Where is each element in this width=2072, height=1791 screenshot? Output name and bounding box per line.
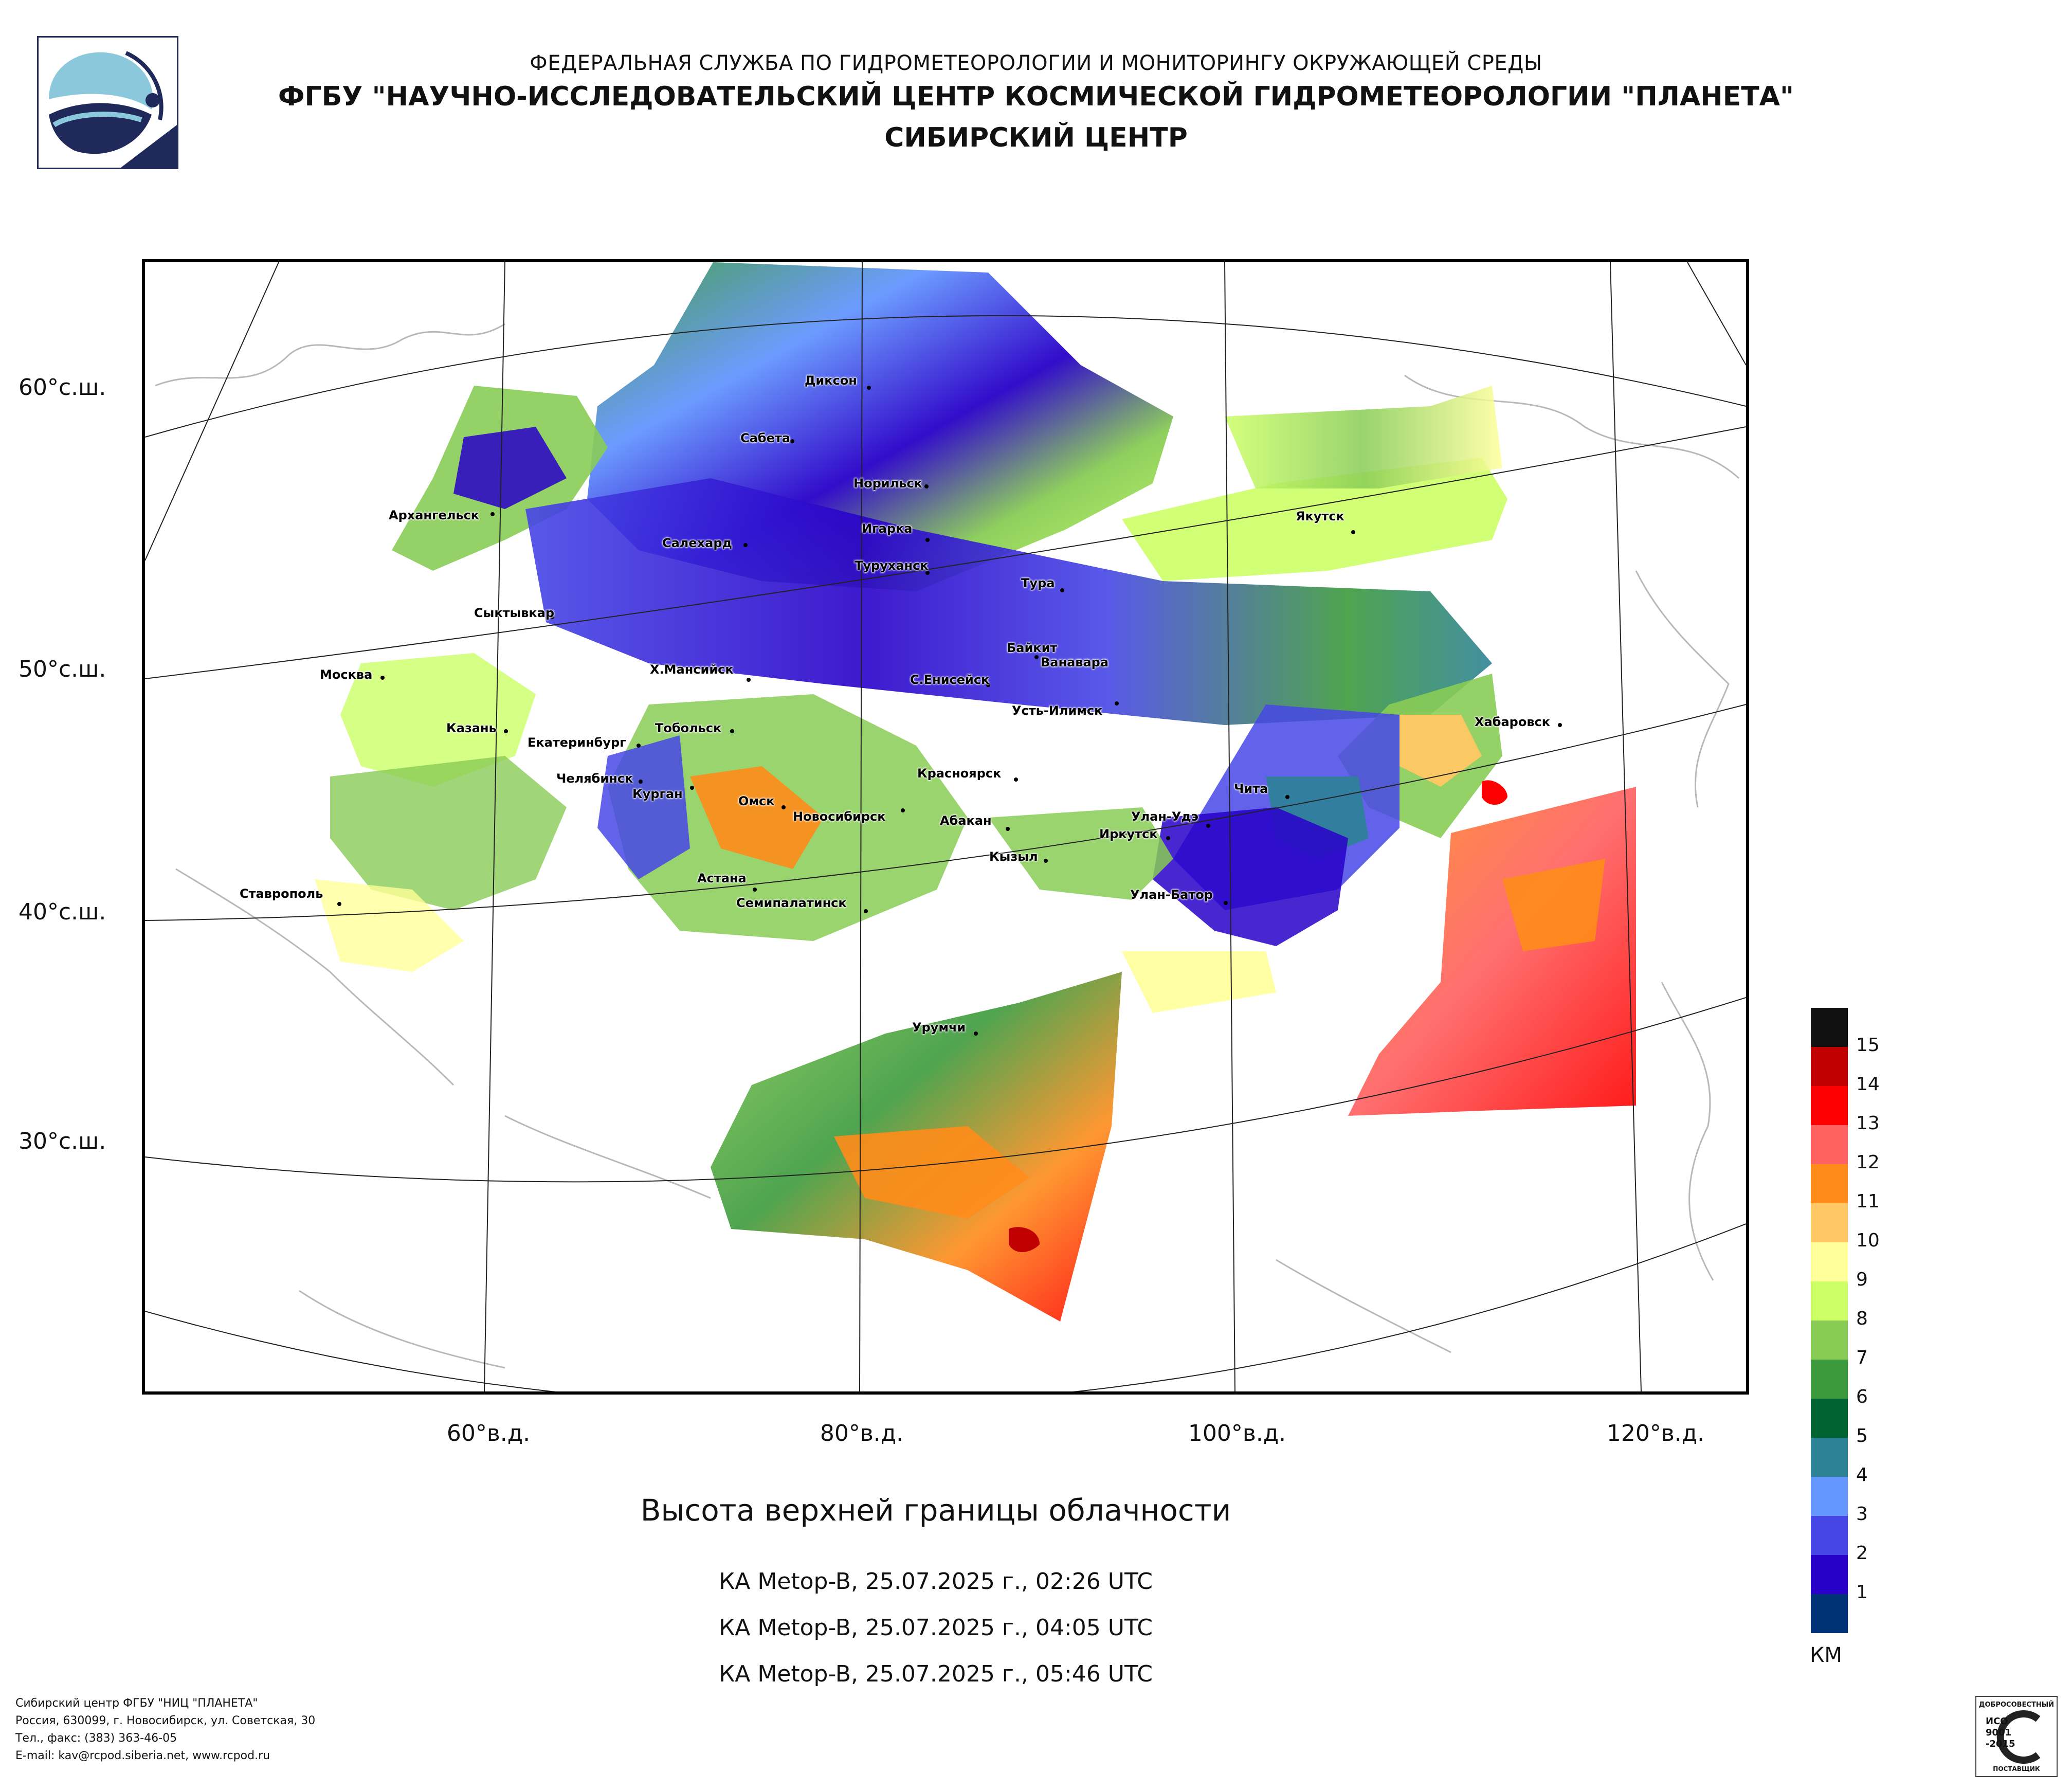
city-label: Диксон bbox=[805, 373, 857, 388]
legend-swatch bbox=[1811, 1281, 1848, 1320]
city-label: Тобольск bbox=[655, 721, 722, 735]
legend-swatch bbox=[1811, 1594, 1848, 1633]
footer-org: Сибирский центр ФГБУ "НИЦ "ПЛАНЕТА" bbox=[15, 1697, 258, 1710]
city-label: Урумчи bbox=[912, 1020, 966, 1035]
legend-label: 10 bbox=[1856, 1230, 1880, 1251]
city-label: Х.Мансийск bbox=[650, 662, 734, 677]
header-institute: ФГБУ "НАУЧНО-ИССЛЕДОВАТЕЛЬСКИЙ ЦЕНТР КОС… bbox=[278, 81, 1794, 112]
city-label: Красноярск bbox=[917, 766, 1002, 781]
city-label: Ставрополь bbox=[240, 887, 323, 901]
legend-label: 1 bbox=[1856, 1582, 1868, 1603]
legend-swatch bbox=[1811, 1438, 1848, 1477]
legend-swatch bbox=[1811, 1555, 1848, 1594]
city-label: Улан-Батор bbox=[1130, 888, 1213, 902]
legend-label: 13 bbox=[1856, 1113, 1880, 1134]
city-label: Салехард bbox=[662, 536, 732, 550]
lat-label: 50°с.ш. bbox=[19, 656, 106, 682]
legend-swatch bbox=[1811, 1125, 1848, 1164]
satellite-pass: КА Metop-B, 25.07.2025 г., 04:05 UTC bbox=[719, 1615, 1153, 1641]
legend-label: 12 bbox=[1856, 1152, 1880, 1173]
iso-line-1: ИСО bbox=[1986, 1716, 2008, 1727]
lon-label: 60°в.д. bbox=[446, 1420, 531, 1446]
header-center: СИБИРСКИЙ ЦЕНТР bbox=[884, 122, 1188, 153]
legend-label: 2 bbox=[1856, 1543, 1868, 1564]
legend-label: 5 bbox=[1856, 1425, 1868, 1446]
city-label: Курган bbox=[632, 787, 683, 801]
legend-label: 11 bbox=[1856, 1191, 1880, 1212]
city-label: Кызыл bbox=[989, 849, 1038, 864]
lon-label: 120°в.д. bbox=[1606, 1420, 1705, 1446]
city-label: Норильск bbox=[853, 476, 922, 491]
lat-label: 40°с.ш. bbox=[19, 899, 106, 925]
city-label: Челябинск bbox=[556, 771, 633, 786]
legend-label: 14 bbox=[1856, 1074, 1880, 1095]
product-title: Высота верхней границы облачности bbox=[640, 1493, 1231, 1528]
city-label: Чита bbox=[1234, 782, 1268, 796]
legend-swatch bbox=[1811, 1516, 1848, 1555]
legend-label: 4 bbox=[1856, 1464, 1868, 1486]
legend-swatch bbox=[1811, 1086, 1848, 1125]
legend-label: 8 bbox=[1856, 1308, 1868, 1329]
iso-bottom-text: ПОСТАВЩИК bbox=[1993, 1765, 2040, 1772]
satellite-pass: КА Metop-B, 25.07.2025 г., 05:46 UTC bbox=[719, 1661, 1153, 1687]
legend-label: 15 bbox=[1856, 1035, 1880, 1056]
city-label: Архангельск bbox=[389, 508, 480, 522]
city-label: Москва bbox=[320, 667, 373, 682]
legend-swatch bbox=[1811, 1008, 1848, 1047]
cloud-top-height-map bbox=[142, 259, 1749, 1395]
city-label: Улан-Удэ bbox=[1131, 809, 1198, 824]
lon-label: 100°в.д. bbox=[1188, 1420, 1286, 1446]
legend-label: 9 bbox=[1856, 1269, 1868, 1290]
city-label: Сыктывкар bbox=[474, 606, 555, 620]
iso-line-3: -2015 bbox=[1986, 1739, 2015, 1749]
city-label: Хабаровск bbox=[1475, 715, 1551, 729]
city-label: Екатеринбург bbox=[528, 735, 626, 750]
legend-unit: КМ bbox=[1810, 1643, 1842, 1667]
lat-label: 30°с.ш. bbox=[19, 1128, 106, 1154]
legend-swatch bbox=[1811, 1320, 1848, 1360]
legend-swatch bbox=[1811, 1360, 1848, 1399]
lon-label: 80°в.д. bbox=[820, 1420, 904, 1446]
city-label: Новосибирск bbox=[793, 809, 886, 824]
iso-line-2: 9001 bbox=[1986, 1727, 2012, 1738]
city-label: Омск bbox=[738, 794, 775, 808]
city-label: Семипалатинск bbox=[736, 896, 847, 910]
legend-swatch bbox=[1811, 1203, 1848, 1242]
city-label: Иркутск bbox=[1099, 827, 1158, 841]
planeta-logo bbox=[37, 36, 178, 169]
satellite-pass: КА Metop-B, 25.07.2025 г., 02:26 UTC bbox=[719, 1568, 1153, 1595]
iso-top-text: ДОБРОСОВЕСТНЫЙ bbox=[1978, 1701, 2055, 1709]
city-label: Казань bbox=[446, 721, 497, 735]
city-label: Астана bbox=[697, 871, 747, 885]
legend-swatch bbox=[1811, 1047, 1848, 1086]
footer-address: Россия, 630099, г. Новосибирск, ул. Сове… bbox=[15, 1714, 316, 1727]
city-label: Тура bbox=[1021, 576, 1055, 590]
legend-label: 7 bbox=[1856, 1347, 1868, 1368]
city-label: Туруханск bbox=[855, 558, 929, 573]
lat-label: 60°с.ш. bbox=[19, 374, 106, 401]
legend-label: 6 bbox=[1856, 1386, 1868, 1407]
legend-swatch bbox=[1811, 1477, 1848, 1516]
map-canvas bbox=[145, 262, 1746, 1391]
color-scale-legend bbox=[1811, 1008, 1848, 1633]
iso-c-icon bbox=[1996, 1710, 2041, 1764]
city-label: Абакан bbox=[940, 813, 992, 828]
city-label: Ванавара bbox=[1041, 655, 1109, 670]
iso-certification-badge: ДОБРОСОВЕСТНЫЙ ИСО 9001 -2015 ПОСТАВЩИК bbox=[1975, 1696, 2058, 1777]
city-label: С.Енисейск bbox=[910, 673, 990, 687]
city-label: Усть-Илимск bbox=[1012, 703, 1103, 718]
city-label: Игарка bbox=[862, 521, 913, 536]
city-label: Якутск bbox=[1296, 509, 1344, 523]
cloud-field bbox=[315, 262, 1636, 1322]
header-agency: ФЕДЕРАЛЬНАЯ СЛУЖБА ПО ГИДРОМЕТЕОРОЛОГИИ … bbox=[530, 51, 1542, 75]
legend-swatch bbox=[1811, 1399, 1848, 1438]
city-label: Байкит bbox=[1007, 641, 1058, 655]
city-label: Сабета bbox=[740, 431, 790, 445]
footer-phone: Тел., факс: (383) 363-46-05 bbox=[15, 1732, 177, 1745]
legend-swatch bbox=[1811, 1242, 1848, 1281]
footer-email: E-mail: kav@rcpod.siberia.net, www.rcpod… bbox=[15, 1749, 270, 1762]
legend-swatch bbox=[1811, 1164, 1848, 1203]
legend-label: 3 bbox=[1856, 1504, 1868, 1525]
